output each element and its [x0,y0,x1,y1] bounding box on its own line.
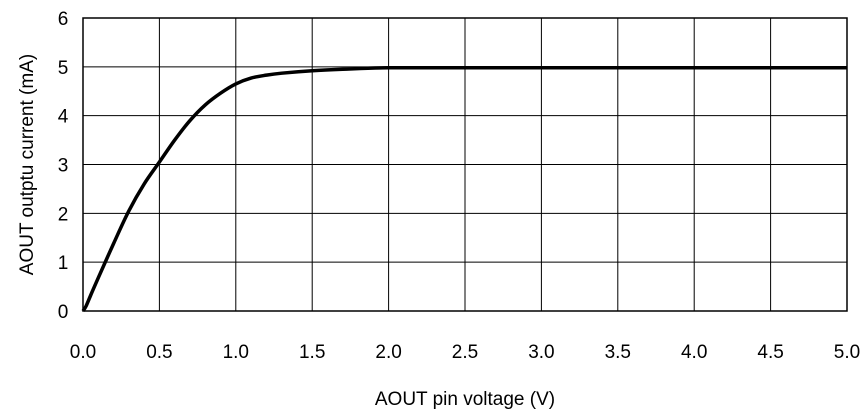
x-tick-label: 5.0 [834,342,860,363]
y-tick-label: 3 [58,156,69,177]
x-tick-label: 1.5 [299,342,325,363]
y-tick-label: 5 [58,58,69,79]
x-axis-ticks: 0.0 0.5 1.0 1.5 2.0 2.5 3.0 3.5 4.0 4.5 5.0 [70,342,860,363]
plot-frame [82,17,848,312]
y-axis-label: AOUT outptu current (mA) [17,54,38,275]
x-tick-label: 3.5 [605,342,631,363]
y-tick-label: 0 [58,302,69,323]
x-tick-label: 0.0 [70,342,96,363]
x-tick-label: 4.0 [681,342,707,363]
x-tick-label: 3.0 [528,342,554,363]
y-tick-label: 4 [58,107,69,128]
y-tick-label: 2 [58,204,69,225]
x-tick-label: 1.0 [223,342,249,363]
series-layer [81,65,847,312]
x-tick-label: 0.5 [146,342,172,363]
x-tick-label: 2.5 [452,342,478,363]
series-line [81,65,847,312]
x-tick-label: 4.5 [757,342,783,363]
x-tick-label: 2.0 [375,342,401,363]
y-tick-label: 6 [58,9,69,30]
grid [83,18,847,311]
y-axis-ticks: 0 1 2 3 4 5 6 [58,9,69,323]
y-tick-label: 1 [58,253,69,274]
x-axis-label: AOUT pin voltage (V) [375,389,555,410]
